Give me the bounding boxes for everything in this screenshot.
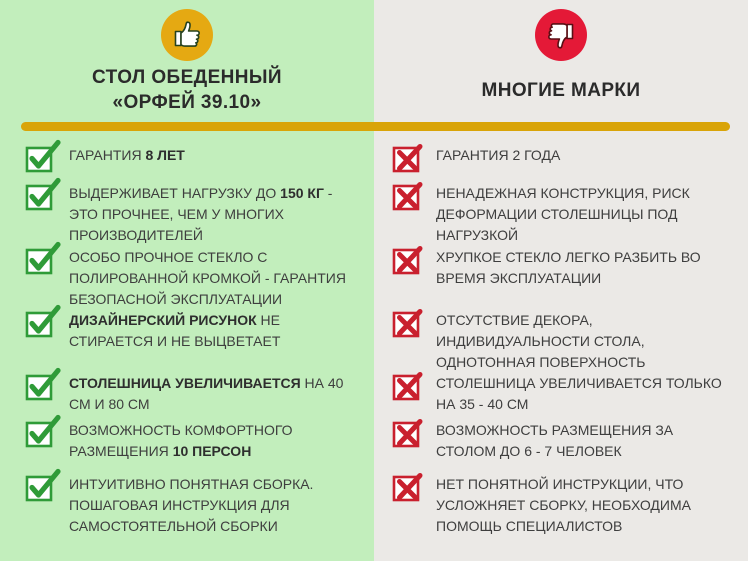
check-icon — [25, 139, 61, 173]
item-text: СТОЛЕШНИЦА УВЕЛИЧИВАЕТСЯ НА 40 СМ И 80 С… — [69, 375, 344, 412]
item-text: ВОЗМОЖНОСТЬ КОМФОРТНОГО РАЗМЕЩЕНИЯ 10 ПЕ… — [69, 422, 293, 459]
pro-item: ОСОБО ПРОЧНОЕ СТЕКЛО С ПОЛИРОВАННОЙ КРОМ… — [0, 241, 374, 310]
product-title: СТОЛ ОБЕДЕННЫЙ «ОРФЕЙ 39.10» — [92, 61, 282, 119]
divider-bar — [21, 122, 730, 131]
thumbs-up-icon — [161, 9, 213, 61]
check-icon — [25, 304, 61, 338]
pro-item: СТОЛЕШНИЦА УВЕЛИЧИВАЕТСЯ НА 40 СМ И 80 С… — [0, 367, 374, 420]
cross-icon — [392, 367, 428, 401]
cross-icon — [392, 468, 428, 502]
pro-item: ВОЗМОЖНОСТЬ КОМФОРТНОГО РАЗМЕЩЕНИЯ 10 ПЕ… — [0, 414, 374, 474]
thumbs-down-icon — [535, 9, 587, 61]
check-icon — [25, 241, 61, 275]
item-text: ГАРАНТИЯ 2 ГОДА — [436, 147, 561, 163]
con-item: ВОЗМОЖНОСТЬ РАЗМЕЩЕНИЯ ЗА СТОЛОМ ДО 6 - … — [374, 419, 748, 474]
competitors-title-line: МНОГИЕ МАРКИ — [481, 79, 641, 101]
item-text: СТОЛЕШНИЦА УВЕЛИЧИВАЕТСЯ ТОЛЬКО НА 35 - … — [436, 375, 722, 412]
comparison-rows: ГАРАНТИЯ 8 ЛЕТ ГАРАНТИЯ 2 ГОДА ВЫДЕРЖИВАЕТ… — [0, 139, 748, 537]
pro-item: ИНТУИТИВНО ПОНЯТНАЯ СБОРКА. ПОШАГОВАЯ ИН… — [0, 468, 374, 537]
product-title-line1: СТОЛ ОБЕДЕННЫЙ — [92, 67, 282, 88]
cross-icon — [392, 304, 428, 338]
competitors-title: МНОГИЕ МАРКИ — [482, 61, 641, 119]
con-item: СТОЛЕШНИЦА УВЕЛИЧИВАЕТСЯ ТОЛЬКО НА 35 - … — [374, 372, 748, 420]
check-icon — [25, 177, 61, 211]
item-text: ДИЗАЙНЕРСКИЙ РИСУНОК НЕ СТИРАЕТСЯ И НЕ В… — [69, 312, 281, 349]
product-title-line2: «ОРФЕЙ 39.10» — [112, 92, 262, 113]
cons-column-background — [374, 0, 748, 561]
check-icon — [25, 468, 61, 502]
con-item: НЕНАДЕЖНАЯ КОНСТРУКЦИЯ, РИСК ДЕФОРМАЦИИ … — [374, 182, 748, 247]
pro-item: ВЫДЕРЖИВАЕТ НАГРУЗКУ ДО 150 КГ - ЭТО ПРО… — [0, 177, 374, 247]
pro-item: ДИЗАЙНЕРСКИЙ РИСУНОК НЕ СТИРАЕТСЯ И НЕ В… — [0, 304, 374, 373]
cross-icon — [392, 414, 428, 448]
headers-row: СТОЛ ОБЕДЕННЫЙ «ОРФЕЙ 39.10» МНОГИЕ МАРК… — [0, 0, 748, 122]
item-text: ОТСУТСТВИЕ ДЕКОРА, ИНДИВИДУАЛЬНОСТИ СТОЛ… — [436, 312, 646, 370]
pros-column-background — [0, 0, 374, 561]
check-icon — [25, 367, 61, 401]
cross-icon — [392, 241, 428, 275]
item-text: ВОЗМОЖНОСТЬ РАЗМЕЩЕНИЯ ЗА СТОЛОМ ДО 6 - … — [436, 422, 674, 459]
competitors-header: МНОГИЕ МАРКИ — [374, 0, 748, 122]
pro-item: ГАРАНТИЯ 8 ЛЕТ — [0, 139, 374, 183]
item-text: НЕНАДЕЖНАЯ КОНСТРУКЦИЯ, РИСК ДЕФОРМАЦИИ … — [436, 185, 690, 243]
con-item: НЕТ ПОНЯТНОЙ ИНСТРУКЦИИ, ЧТО УСЛОЖНЯЕТ С… — [374, 473, 748, 537]
con-item: ГАРАНТИЯ 2 ГОДА — [374, 144, 748, 183]
check-icon — [25, 414, 61, 448]
con-item: ХРУПКОЕ СТЕКЛО ЛЕГКО РАЗБИТЬ ВО ВРЕМЯ ЭК… — [374, 246, 748, 310]
item-text: ВЫДЕРЖИВАЕТ НАГРУЗКУ ДО 150 КГ - ЭТО ПРО… — [69, 185, 333, 243]
product-header: СТОЛ ОБЕДЕННЫЙ «ОРФЕЙ 39.10» — [0, 0, 374, 122]
item-text: ГАРАНТИЯ 8 ЛЕТ — [69, 147, 185, 163]
item-text: ХРУПКОЕ СТЕКЛО ЛЕГКО РАЗБИТЬ ВО ВРЕМЯ ЭК… — [436, 249, 701, 286]
cross-icon — [392, 139, 428, 173]
con-item: ОТСУТСТВИЕ ДЕКОРА, ИНДИВИДУАЛЬНОСТИ СТОЛ… — [374, 309, 748, 373]
item-text: НЕТ ПОНЯТНОЙ ИНСТРУКЦИИ, ЧТО УСЛОЖНЯЕТ С… — [436, 476, 691, 534]
item-text: ОСОБО ПРОЧНОЕ СТЕКЛО С ПОЛИРОВАННОЙ КРОМ… — [69, 249, 346, 307]
cross-icon — [392, 177, 428, 211]
item-text: ИНТУИТИВНО ПОНЯТНАЯ СБОРКА. ПОШАГОВАЯ ИН… — [69, 476, 314, 534]
